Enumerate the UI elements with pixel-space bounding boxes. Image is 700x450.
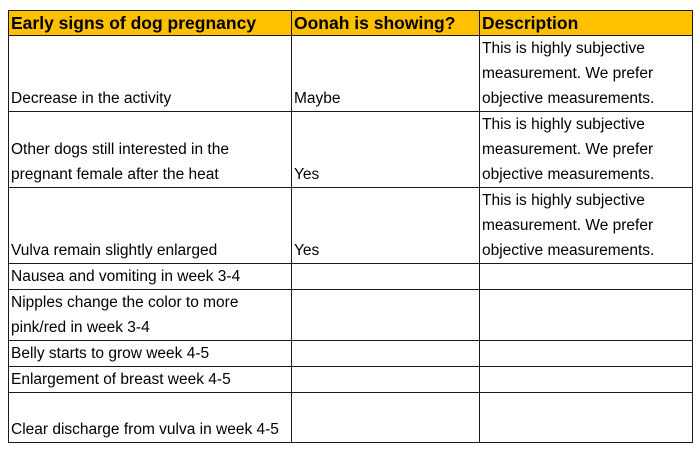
showing-cell[interactable]: Maybe [291, 35, 480, 112]
table-row: Decrease in the activity Maybe This is h… [8, 35, 693, 112]
description-cell[interactable] [479, 392, 693, 443]
sign-cell[interactable]: Other dogs still interested in the pregn… [8, 111, 292, 188]
showing-cell[interactable] [291, 392, 480, 443]
sign-cell[interactable]: Decrease in the activity [8, 35, 292, 112]
description-cell[interactable]: This is highly subjective measurement. W… [479, 35, 693, 112]
description-cell[interactable] [479, 340, 693, 367]
table-row: Other dogs still interested in the pregn… [8, 111, 693, 188]
table-row: Belly starts to grow week 4-5 [8, 340, 693, 367]
header-description[interactable]: Description [479, 10, 693, 36]
sign-cell[interactable]: Nausea and vomiting in week 3-4 [8, 263, 292, 290]
header-oonah-showing[interactable]: Oonah is showing? [291, 10, 480, 36]
header-row: Early signs of dog pregnancy Oonah is sh… [8, 10, 693, 36]
sign-cell[interactable]: Nipples change the color to more pink/re… [8, 289, 292, 341]
showing-cell[interactable]: Yes [291, 187, 480, 264]
description-cell[interactable]: This is highly subjective measurement. W… [479, 111, 693, 188]
table-row: Nipples change the color to more pink/re… [8, 289, 693, 341]
table-row: Clear discharge from vulva in week 4-5 [8, 392, 693, 443]
sign-cell[interactable]: Belly starts to grow week 4-5 [8, 340, 292, 367]
showing-cell[interactable] [291, 289, 480, 341]
showing-cell[interactable] [291, 366, 480, 393]
description-cell[interactable] [479, 366, 693, 393]
description-cell[interactable] [479, 289, 693, 341]
showing-cell[interactable] [291, 340, 480, 367]
table-row: Vulva remain slightly enlarged Yes This … [8, 187, 693, 264]
description-cell[interactable] [479, 263, 693, 290]
showing-cell[interactable] [291, 263, 480, 290]
sign-cell[interactable]: Vulva remain slightly enlarged [8, 187, 292, 264]
sign-cell[interactable]: Enlargement of breast week 4-5 [8, 366, 292, 393]
sign-cell[interactable]: Clear discharge from vulva in week 4-5 [8, 392, 292, 443]
table-row: Enlargement of breast week 4-5 [8, 366, 693, 393]
table-row: Nausea and vomiting in week 3-4 [8, 263, 693, 290]
showing-cell[interactable]: Yes [291, 111, 480, 188]
header-early-signs[interactable]: Early signs of dog pregnancy [8, 10, 292, 36]
description-cell[interactable]: This is highly subjective measurement. W… [479, 187, 693, 264]
pregnancy-signs-table: Early signs of dog pregnancy Oonah is sh… [8, 10, 693, 443]
